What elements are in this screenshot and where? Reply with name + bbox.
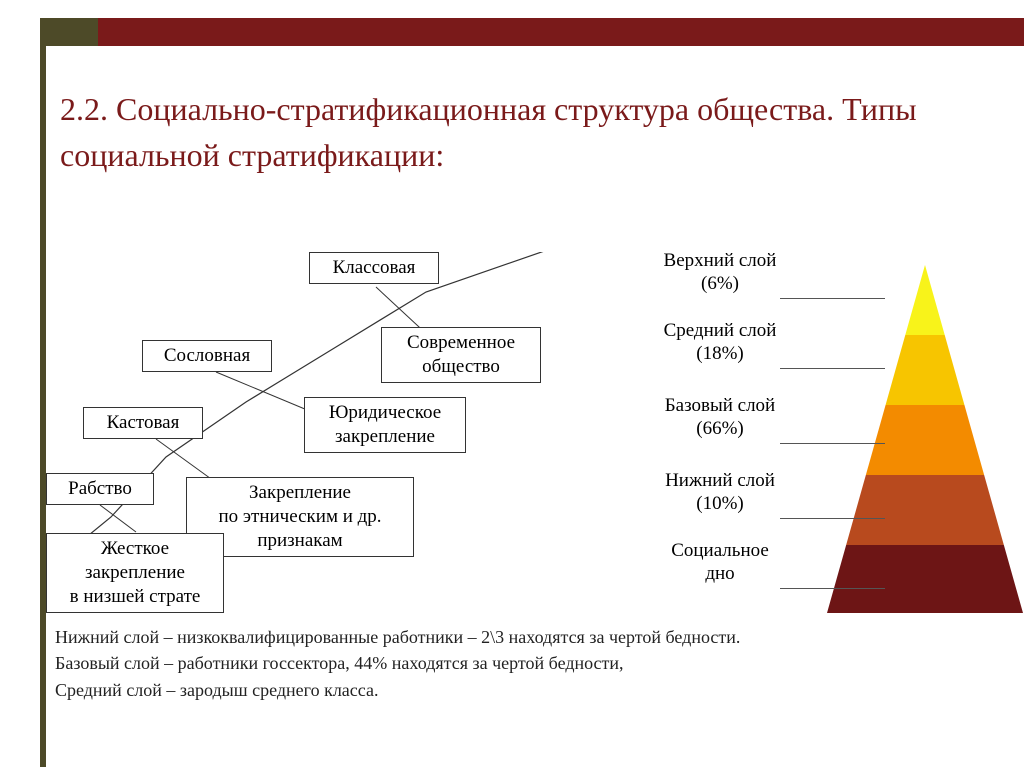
- pyramid-leader-middle: [780, 368, 885, 369]
- box-class: Классовая: [309, 252, 439, 284]
- footer-line-1: Базовый слой – работники госсектора, 44%…: [55, 651, 1009, 675]
- box-estate: Сословная: [142, 340, 272, 372]
- box-legal: Юридическое закрепление: [304, 397, 466, 453]
- pyramid-layer-upper: [905, 265, 944, 335]
- pyramid-label-lower: Нижний слой (10%): [640, 470, 800, 516]
- pyramid-leader-lower: [780, 518, 885, 519]
- footer-line-0: Нижний слой – низкоквалифицированные раб…: [55, 625, 1009, 649]
- box-caste: Кастовая: [83, 407, 203, 439]
- pyramid-shape: [825, 255, 1024, 615]
- slide-title: 2.2. Социально-стратификационная структу…: [60, 86, 1004, 179]
- stratification-types-diagram: Классовая Сословная Современное общество Ка…: [46, 252, 646, 612]
- top-accent-bar: [40, 18, 1024, 46]
- pyramid-layer-base: [866, 405, 984, 475]
- top-bar-dark-segment: [40, 18, 98, 46]
- pyramid-leader-upper: [780, 298, 885, 299]
- footer-line-2: Средний слой – зародыш среднего класса.: [55, 678, 1009, 702]
- pyramid-label-upper: Верхний слой (6%): [640, 250, 800, 296]
- top-bar-red-segment: [98, 18, 1024, 46]
- pyramid-label-middle: Средний слой (18%): [640, 320, 800, 366]
- box-rigid: Жесткое закрепление в низшей страте: [46, 533, 224, 613]
- footer-notes: Нижний слой – низкоквалифицированные раб…: [55, 625, 1009, 704]
- stratification-pyramid: Верхний слой (6%)Средний слой (18%)Базов…: [640, 255, 1020, 625]
- pyramid-label-bottom: Социальное дно: [640, 540, 800, 586]
- pyramid-label-base: Базовый слой (66%): [640, 395, 800, 441]
- box-slavery: Рабство: [46, 473, 154, 505]
- pyramid-layer-middle: [886, 335, 965, 405]
- pyramid-leader-bottom: [780, 588, 885, 589]
- pyramid-leader-base: [780, 443, 885, 444]
- pyramid-layer-lower: [846, 475, 1004, 545]
- box-modern: Современное общество: [381, 327, 541, 383]
- pyramid-layer-bottom: [827, 545, 1023, 613]
